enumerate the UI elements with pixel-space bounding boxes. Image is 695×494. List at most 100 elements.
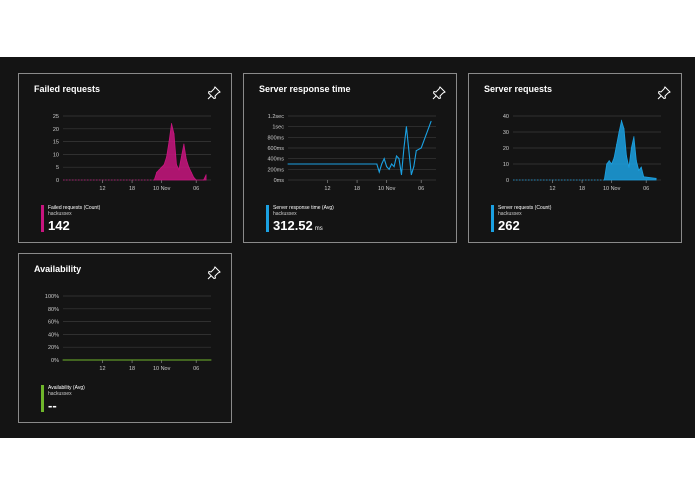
data-point [175, 164, 177, 166]
data-point [603, 179, 605, 181]
data-point [171, 123, 173, 125]
data-point [403, 147, 405, 149]
y-tick-label: 600ms [267, 146, 284, 152]
data-point [628, 166, 630, 168]
server-response-time-chart: 0ms 200ms 400ms 600ms 800ms 1sec 1.2sec 12 18 10 … [267, 114, 436, 192]
legend-value: 142 [48, 218, 70, 233]
legend-color-bar [491, 205, 494, 232]
y-tick-label: 100% [45, 294, 59, 300]
data-point [623, 128, 625, 130]
data-point [161, 166, 163, 168]
data-point [388, 168, 390, 170]
x-tick-label: 10 Nov [153, 186, 171, 192]
failed-requests-chart: 0 5 10 15 20 25 12 18 10 Nov 06 [53, 114, 211, 192]
data-point [405, 126, 407, 128]
data-point [378, 171, 380, 173]
server-requests-chart: 0 10 20 30 40 12 18 10 Nov 06 [503, 114, 661, 192]
legend-value: 312.52 ms [273, 218, 323, 233]
data-point [611, 163, 613, 165]
tile-server-response-time[interactable]: Server response time 0ms 200ms 400ms 600ms 8… [243, 73, 457, 243]
availability-chart: 0% 20% 40% 60% 80% 100% 12 18 10 Nov 06 [45, 294, 212, 372]
data-point [430, 120, 432, 122]
data-point [190, 171, 192, 173]
data-point [205, 174, 207, 176]
data-point [400, 174, 402, 176]
tile-failed-requests[interactable]: Failed requests 0 5 10 15 20 25 12 18 10 Nov 06 F… [18, 73, 232, 243]
pin-icon[interactable] [207, 86, 221, 100]
x-tick-label: 12 [99, 186, 105, 192]
x-tick-label: 12 [549, 186, 555, 192]
x-tick-label: 06 [193, 186, 199, 192]
pin-icon[interactable] [207, 266, 221, 280]
tile-availability[interactable]: Availability 0% 20% 40% 60% 80% 100% 12 18 10 No… [18, 253, 232, 423]
x-tick-label: 10 Nov [603, 186, 621, 192]
data-point [166, 156, 168, 158]
data-point [625, 155, 627, 157]
data-point [183, 143, 185, 145]
legend-value: 262 [498, 218, 520, 233]
data-point [638, 169, 640, 171]
y-tick-label: 0ms [274, 178, 285, 184]
data-point [640, 166, 642, 168]
data-point [616, 144, 618, 146]
data-point [635, 160, 637, 162]
x-tick-label: 18 [129, 366, 135, 372]
legend-label: Server requests (Count) [498, 205, 552, 211]
y-tick-label: 0 [56, 178, 59, 184]
data-point [188, 166, 190, 168]
data-point [386, 166, 388, 168]
data-point [185, 159, 187, 161]
legend-label: Failed requests (Count) [48, 205, 101, 211]
data-point [618, 131, 620, 133]
data-point [633, 136, 635, 138]
data-point [608, 160, 610, 162]
y-tick-label: 10 [503, 162, 509, 168]
y-tick-label: 15 [53, 140, 59, 146]
dashboard: Failed requests 0 5 10 15 20 25 12 18 10 Nov 06 F… [0, 57, 695, 438]
data-point [643, 176, 645, 178]
y-tick-label: 0 [506, 178, 509, 184]
x-tick-label: 06 [643, 186, 649, 192]
y-tick-label: 40% [48, 332, 59, 338]
legend-color-bar [41, 205, 44, 232]
data-point [158, 169, 160, 171]
y-tick-label: 25 [53, 114, 59, 120]
tile-title: Availability [34, 264, 82, 274]
x-tick-label: 12 [99, 366, 105, 372]
y-tick-label: 200ms [267, 167, 284, 173]
data-point [168, 141, 170, 143]
x-tick-label: 12 [324, 186, 330, 192]
data-point [396, 155, 398, 157]
series-area [603, 119, 657, 181]
data-point [210, 359, 212, 361]
series-area [153, 123, 207, 181]
data-point [193, 176, 195, 178]
data-point [173, 133, 175, 135]
legend-resource: hackussex [498, 211, 522, 217]
data-point [425, 134, 427, 136]
y-tick-label: 20 [503, 146, 509, 152]
tile-title: Server response time [259, 84, 351, 94]
pin-icon[interactable] [432, 86, 446, 100]
data-point [178, 169, 180, 171]
tile-title: Failed requests [34, 84, 101, 94]
data-point [655, 177, 657, 179]
tile-server-requests[interactable]: Server requests 0 10 20 30 40 12 18 10 Nov 06 Se… [468, 73, 682, 243]
pin-icon[interactable] [657, 86, 671, 100]
data-point [156, 171, 158, 173]
legend-resource: hackussex [273, 211, 297, 217]
data-point [415, 150, 417, 152]
data-point [420, 147, 422, 149]
data-point [606, 163, 608, 165]
y-tick-label: 5 [56, 165, 59, 171]
legend-resource: hackussex [48, 391, 72, 397]
data-point [410, 174, 412, 176]
y-tick-label: 1.2sec [268, 114, 284, 120]
data-point [287, 163, 289, 165]
y-tick-label: 400ms [267, 157, 284, 163]
legend-label: Availability (Avg) [48, 385, 85, 391]
x-tick-label: 06 [418, 186, 424, 192]
data-point [195, 179, 197, 181]
y-tick-label: 30 [503, 130, 509, 136]
data-point [613, 157, 615, 159]
